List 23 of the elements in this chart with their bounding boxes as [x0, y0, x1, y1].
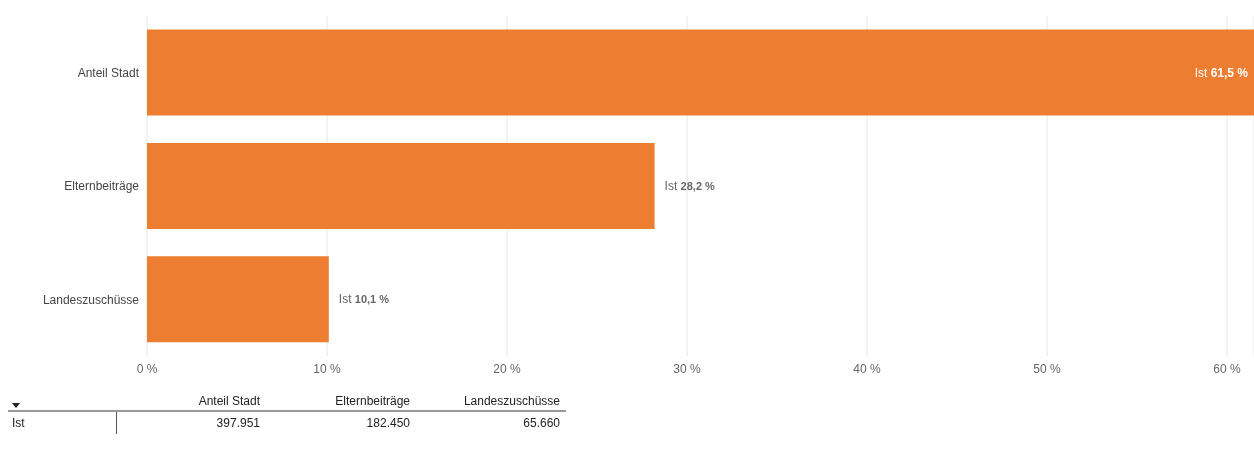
- category-label: Elternbeiträge: [335, 394, 410, 408]
- text: 397.951: [215, 415, 261, 432]
- text: Ist: [12, 416, 25, 430]
- x-tick-label: 50 %: [1033, 361, 1061, 376]
- x-tick-label: 60 %: [1213, 361, 1241, 376]
- text: Ist: [1194, 65, 1208, 80]
- text: 182.450: [365, 415, 411, 432]
- x-tick-label: 0 %: [136, 361, 158, 376]
- x-tick-label: 10 %: [313, 361, 341, 376]
- category-label: Landeszuschüsse: [463, 394, 560, 408]
- x-tick-label: 20 %: [493, 361, 521, 376]
- data-label: 10,1 %: [354, 293, 390, 306]
- x-tick-label: 30 %: [673, 361, 701, 376]
- text: Ist: [338, 292, 352, 307]
- y-tick-label: Landeszuschüsse: [42, 292, 140, 307]
- category-label: Anteil Stadt: [198, 394, 260, 408]
- data-label: 61,5 %: [1210, 65, 1249, 80]
- x-tick-label: 40 %: [853, 361, 881, 376]
- series-label: Ist: [664, 178, 681, 193]
- text: 65.660: [522, 415, 561, 432]
- y-tick-label: Elternbeiträge: [64, 179, 140, 194]
- y-tick-label: Anteil Stadt: [77, 65, 140, 80]
- data-label: 28,2 %: [680, 179, 716, 192]
